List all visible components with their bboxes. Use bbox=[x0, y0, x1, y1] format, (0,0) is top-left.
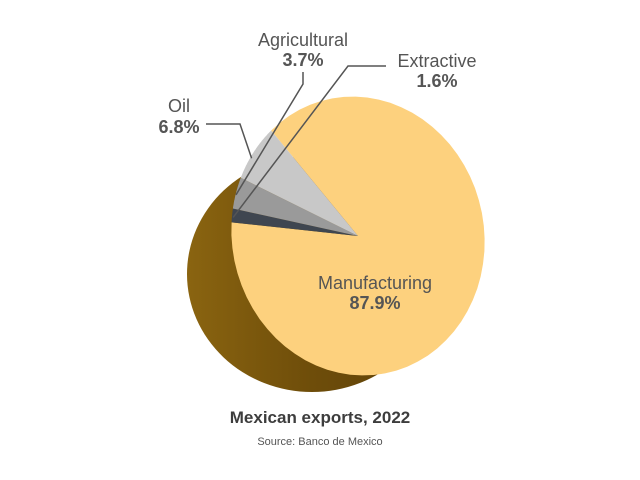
chart-title: Mexican exports, 2022 bbox=[229, 408, 411, 427]
slice-label-manufacturing: Manufacturing bbox=[318, 273, 432, 293]
slice-value-agricultural: 3.7% bbox=[282, 50, 323, 70]
slice-label-oil: Oil bbox=[168, 96, 190, 116]
chart-source: Source: Banco de Mexico bbox=[257, 436, 383, 448]
pie-slices bbox=[231, 96, 485, 376]
slice-value-extractive: 1.6% bbox=[416, 71, 457, 91]
slice-label-agricultural: Agricultural bbox=[258, 30, 348, 50]
pie-slice-extractive bbox=[231, 208, 358, 236]
pie-slice-agricultural bbox=[232, 177, 358, 236]
leader-line-extractive bbox=[232, 65, 386, 218]
slice-label-extractive: Extractive bbox=[397, 51, 476, 71]
leader-line-oil bbox=[206, 123, 253, 159]
pie-slice-oil bbox=[240, 130, 358, 236]
slice-value-manufacturing: 87.9% bbox=[349, 293, 400, 313]
leader-lines bbox=[206, 65, 386, 218]
leader-line-agricultural bbox=[235, 72, 304, 196]
slice-value-oil: 6.8% bbox=[158, 117, 199, 137]
